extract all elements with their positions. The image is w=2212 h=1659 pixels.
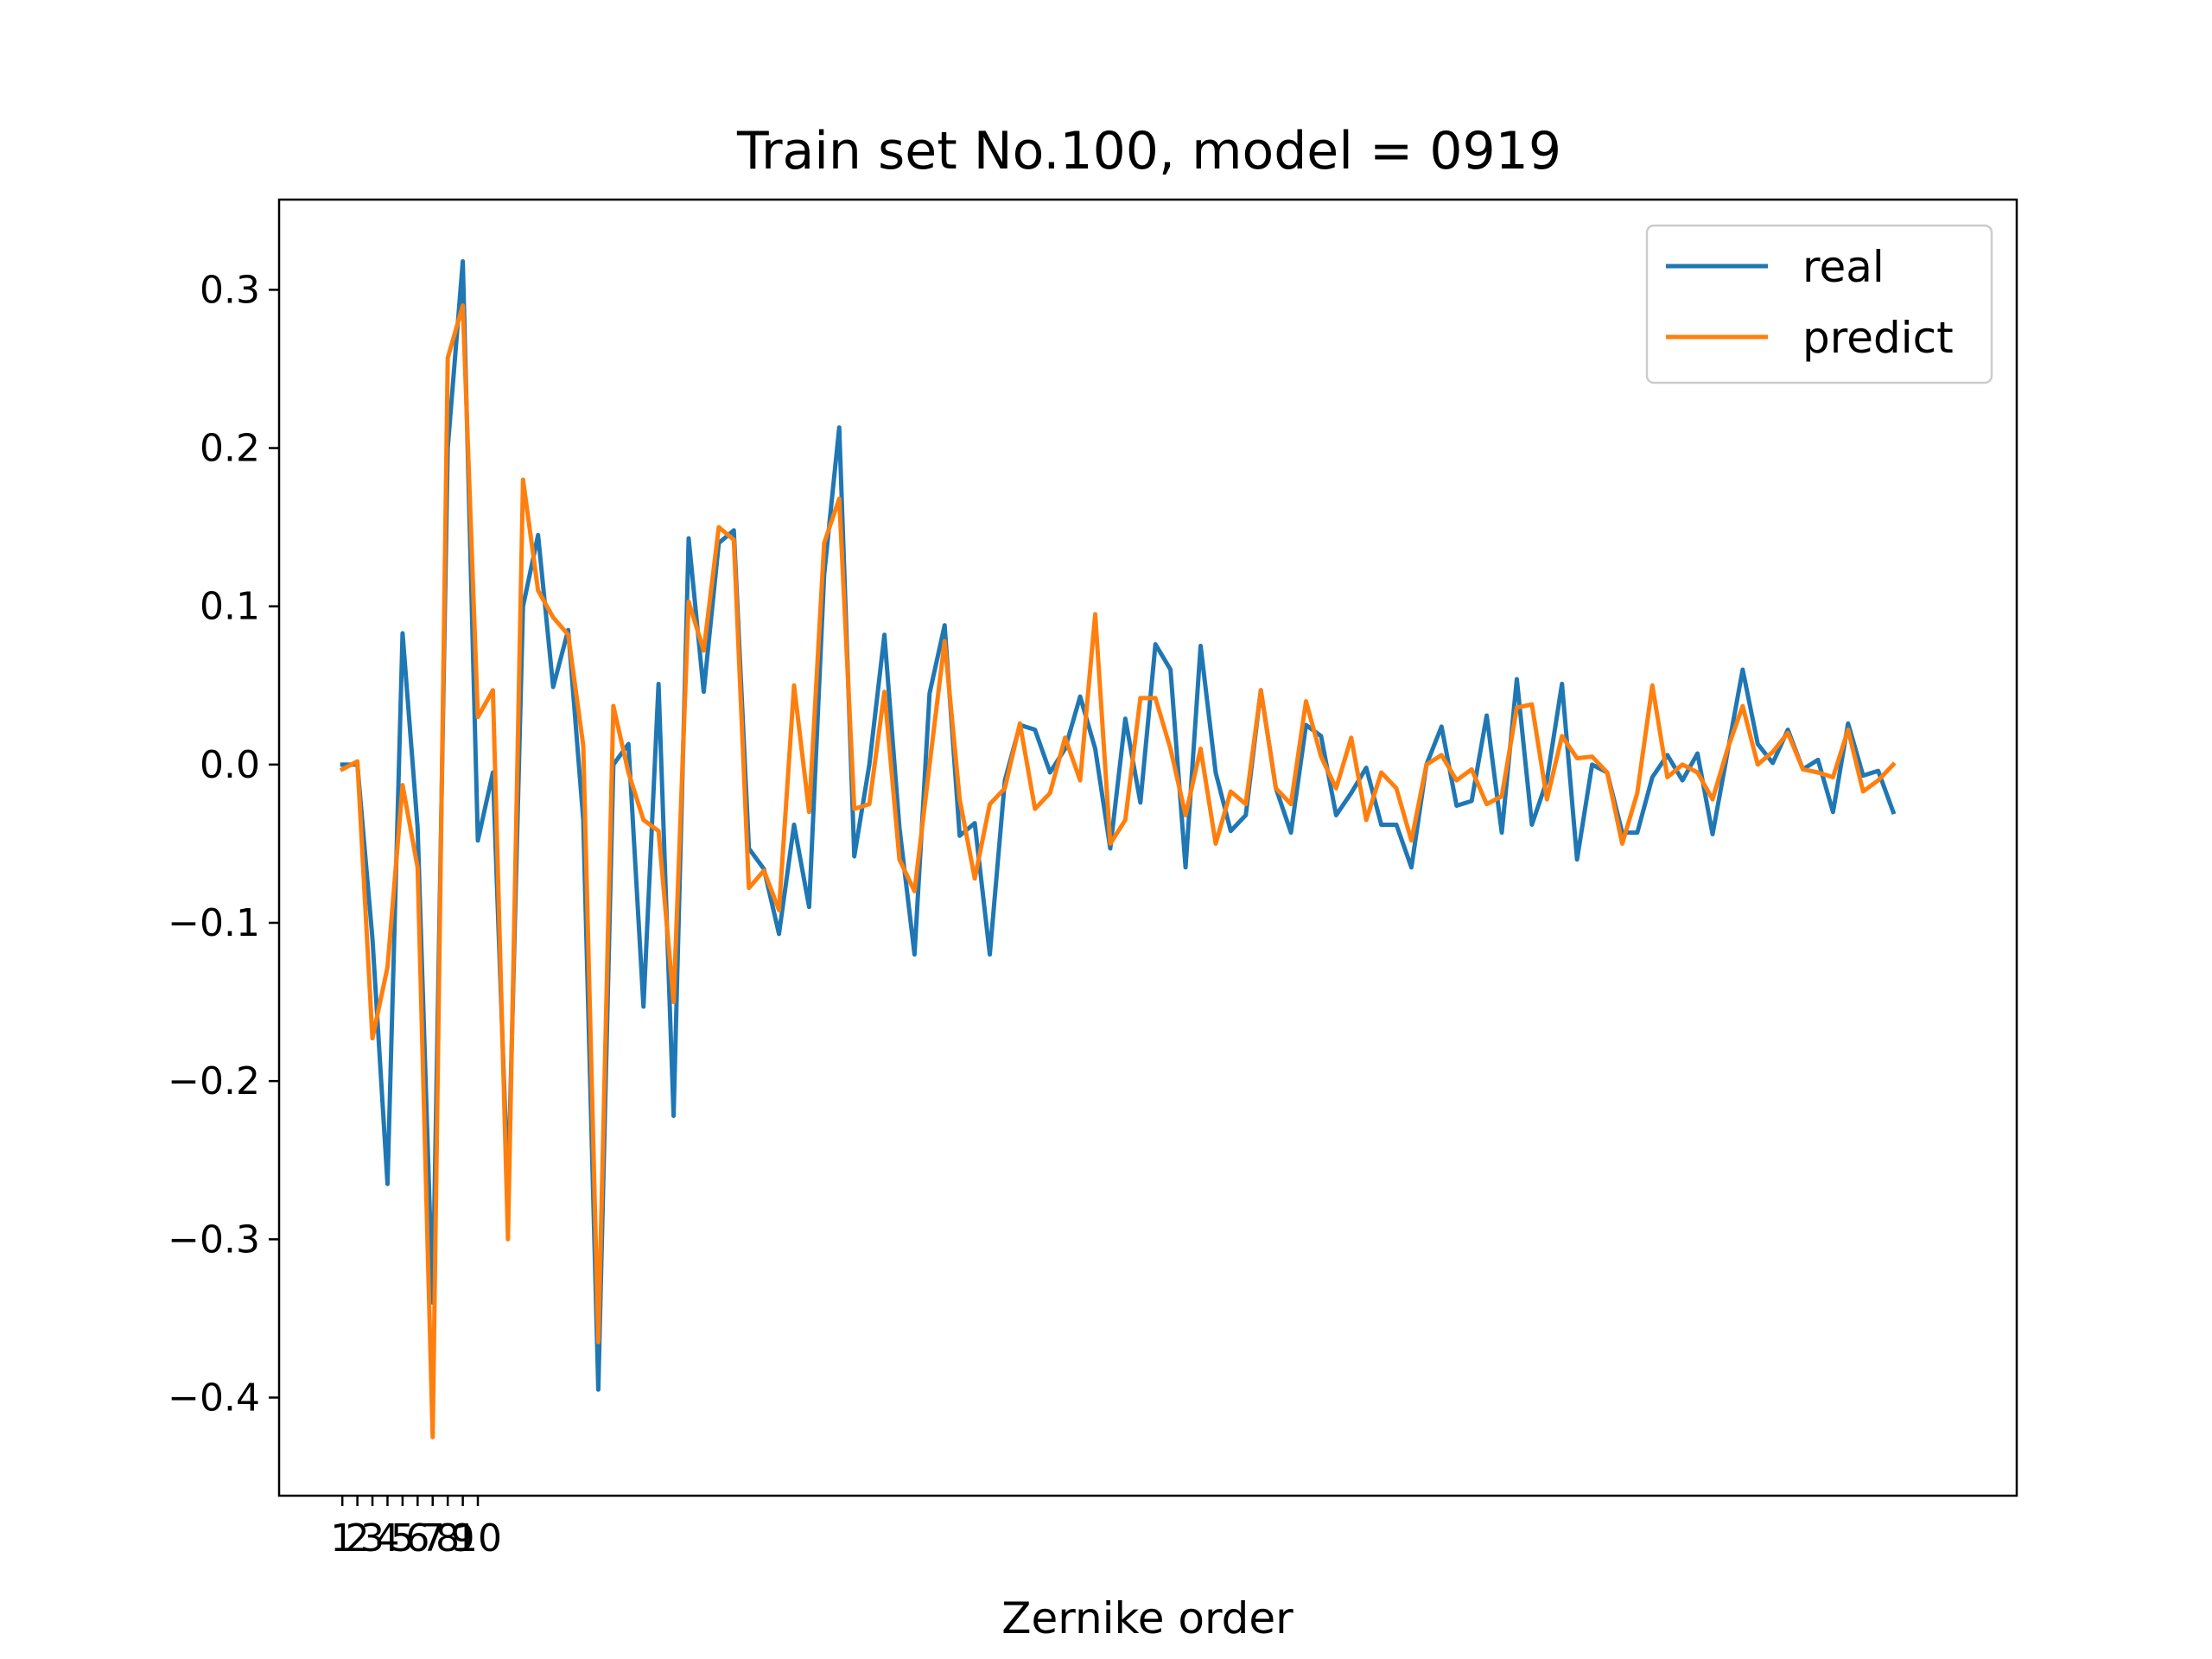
legend-label-real: real bbox=[1802, 242, 1885, 292]
y-tick-label: 0.0 bbox=[200, 743, 260, 787]
y-tick-label: 0.1 bbox=[200, 585, 260, 629]
y-tick-label: −0.3 bbox=[168, 1217, 260, 1262]
x-tick-label: 7 bbox=[421, 1516, 445, 1560]
x-tick-label: 5 bbox=[391, 1516, 415, 1560]
y-tick-label: 0.2 bbox=[200, 427, 260, 471]
plot-area bbox=[339, 258, 1897, 1440]
legend-label-predict: predict bbox=[1802, 313, 1954, 363]
x-tick-label: 9 bbox=[451, 1516, 475, 1560]
x-tick-label: 10 bbox=[454, 1516, 502, 1560]
legend: real predict bbox=[1645, 224, 1993, 385]
x-tick-label: 4 bbox=[375, 1516, 399, 1560]
y-axis: −0.4 −0.3 −0.2 −0.1 0.0 0.1 0.2 0.3 bbox=[168, 268, 279, 1420]
y-tick-label: 0.3 bbox=[200, 268, 260, 312]
chart-title: Train set No.100, model = 0919 bbox=[736, 121, 1561, 181]
x-axis-label: Zernike order bbox=[1001, 1593, 1294, 1643]
series-line-predict bbox=[339, 303, 1897, 1440]
x-tick-label: 6 bbox=[405, 1516, 429, 1560]
x-tick-label: 1 bbox=[330, 1516, 354, 1560]
y-tick-label: −0.2 bbox=[168, 1059, 260, 1103]
axes-frame bbox=[277, 198, 2018, 1497]
x-tick-label: 8 bbox=[435, 1516, 460, 1560]
x-tick-label: 3 bbox=[360, 1516, 385, 1560]
y-tick-label: −0.1 bbox=[168, 901, 260, 945]
x-tick-label: 2 bbox=[346, 1516, 370, 1560]
y-tick-label: −0.4 bbox=[168, 1376, 260, 1420]
